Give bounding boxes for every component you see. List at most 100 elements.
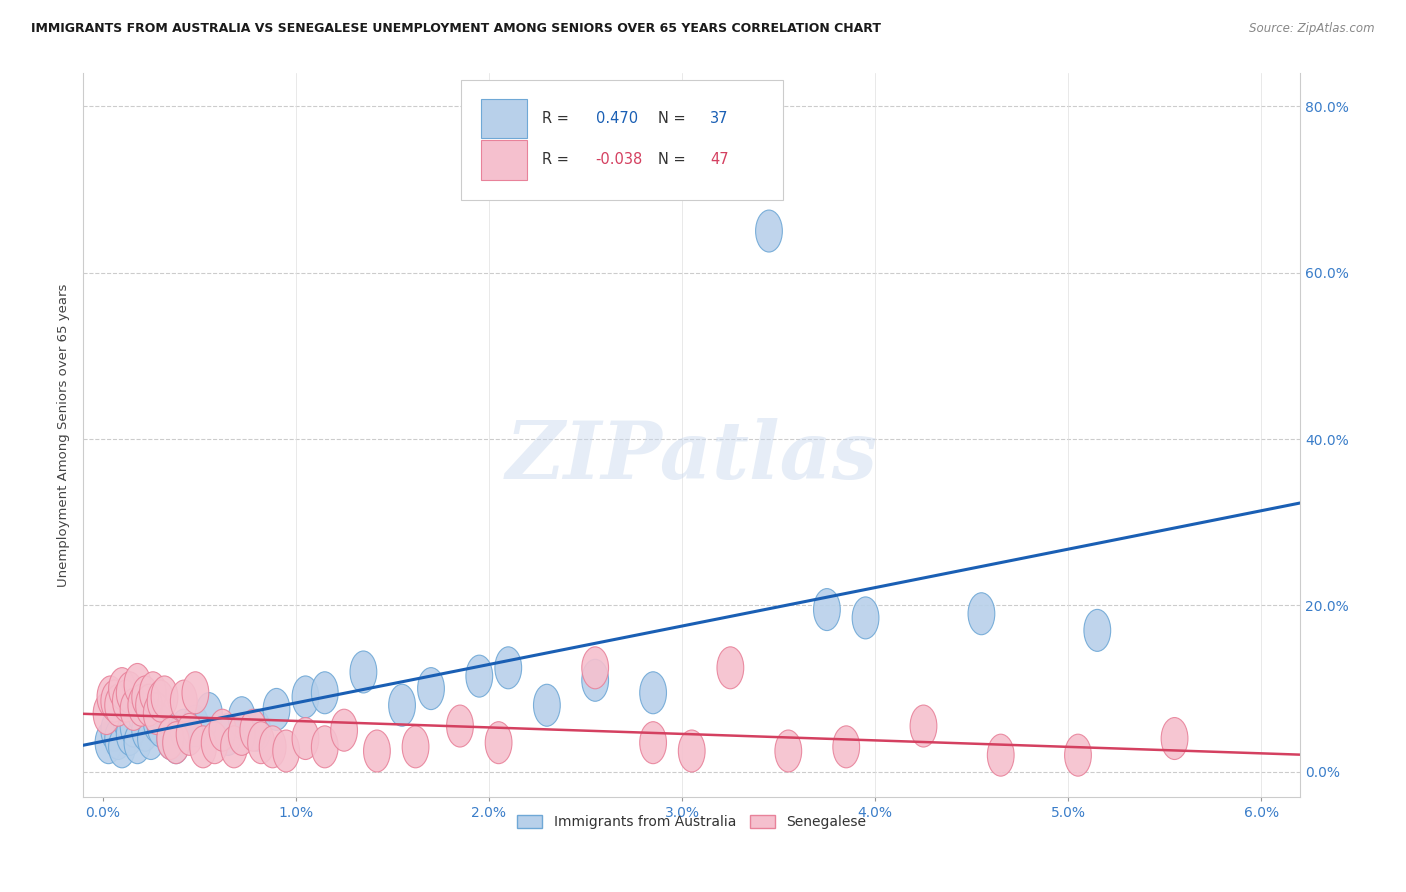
Ellipse shape [755,210,782,252]
Ellipse shape [1064,734,1091,776]
FancyBboxPatch shape [481,140,527,179]
Ellipse shape [582,659,609,701]
Ellipse shape [163,722,190,764]
Text: ZIPatlas: ZIPatlas [506,417,877,495]
Ellipse shape [132,676,159,718]
Ellipse shape [402,726,429,768]
Ellipse shape [311,672,339,714]
Ellipse shape [447,705,474,747]
Text: -0.038: -0.038 [596,153,643,168]
Text: 0.470: 0.470 [596,112,638,126]
Ellipse shape [910,705,936,747]
Ellipse shape [330,709,357,751]
Ellipse shape [157,717,184,759]
Ellipse shape [388,684,415,726]
Ellipse shape [117,672,143,714]
Ellipse shape [148,705,174,747]
Ellipse shape [209,709,236,751]
Ellipse shape [128,684,155,726]
Ellipse shape [987,734,1014,776]
Ellipse shape [150,676,179,718]
Ellipse shape [96,722,122,764]
Ellipse shape [852,597,879,639]
Ellipse shape [582,647,609,689]
Ellipse shape [170,709,197,751]
Ellipse shape [176,714,202,756]
Ellipse shape [181,705,208,747]
Ellipse shape [814,589,841,631]
Legend: Immigrants from Australia, Senegalese: Immigrants from Australia, Senegalese [512,810,872,835]
Ellipse shape [117,714,143,756]
Ellipse shape [148,680,174,723]
Ellipse shape [273,730,299,772]
FancyBboxPatch shape [461,80,783,200]
Ellipse shape [124,664,150,706]
Ellipse shape [263,689,290,731]
Ellipse shape [221,726,247,768]
Ellipse shape [228,714,254,756]
Ellipse shape [465,655,492,698]
Ellipse shape [132,709,159,751]
Text: R =: R = [543,153,574,168]
Ellipse shape [485,722,512,764]
Ellipse shape [139,672,166,714]
Text: IMMIGRANTS FROM AUSTRALIA VS SENEGALESE UNEMPLOYMENT AMONG SENIORS OVER 65 YEARS: IMMIGRANTS FROM AUSTRALIA VS SENEGALESE … [31,22,882,36]
Text: 47: 47 [710,153,728,168]
Ellipse shape [243,709,270,751]
Ellipse shape [717,647,744,689]
Ellipse shape [120,705,148,747]
Ellipse shape [259,726,285,768]
Ellipse shape [124,722,150,764]
Ellipse shape [418,667,444,710]
Ellipse shape [640,672,666,714]
Ellipse shape [101,709,128,751]
Ellipse shape [163,722,190,764]
Ellipse shape [128,692,155,734]
Y-axis label: Unemployment Among Seniors over 65 years: Unemployment Among Seniors over 65 years [58,283,70,587]
Ellipse shape [157,717,184,759]
Ellipse shape [292,676,319,718]
Ellipse shape [1084,609,1111,651]
Ellipse shape [1161,717,1188,759]
Ellipse shape [495,647,522,689]
Ellipse shape [311,726,339,768]
Ellipse shape [215,714,242,756]
Ellipse shape [143,692,170,734]
Ellipse shape [678,730,706,772]
Ellipse shape [143,701,170,743]
Ellipse shape [108,726,135,768]
Ellipse shape [181,672,208,714]
Ellipse shape [135,684,163,726]
Ellipse shape [350,651,377,693]
Ellipse shape [364,730,391,772]
Ellipse shape [112,680,139,723]
Ellipse shape [292,717,319,759]
Ellipse shape [247,722,274,764]
Ellipse shape [170,680,197,723]
Ellipse shape [93,692,120,734]
Ellipse shape [190,726,217,768]
Text: Source: ZipAtlas.com: Source: ZipAtlas.com [1250,22,1375,36]
Ellipse shape [105,717,132,759]
Ellipse shape [240,709,267,751]
Ellipse shape [108,667,135,710]
Ellipse shape [120,689,148,731]
Ellipse shape [969,593,995,635]
Text: N =: N = [658,153,690,168]
Ellipse shape [101,680,128,723]
Ellipse shape [832,726,859,768]
Ellipse shape [775,730,801,772]
Ellipse shape [195,692,222,734]
Text: N =: N = [658,112,690,126]
Ellipse shape [201,722,228,764]
Ellipse shape [112,697,139,739]
Ellipse shape [138,717,165,759]
Ellipse shape [105,684,132,726]
Ellipse shape [533,684,560,726]
Text: 37: 37 [710,112,728,126]
Ellipse shape [640,722,666,764]
Ellipse shape [228,697,254,739]
Text: R =: R = [543,112,574,126]
Ellipse shape [97,676,124,718]
FancyBboxPatch shape [481,99,527,138]
